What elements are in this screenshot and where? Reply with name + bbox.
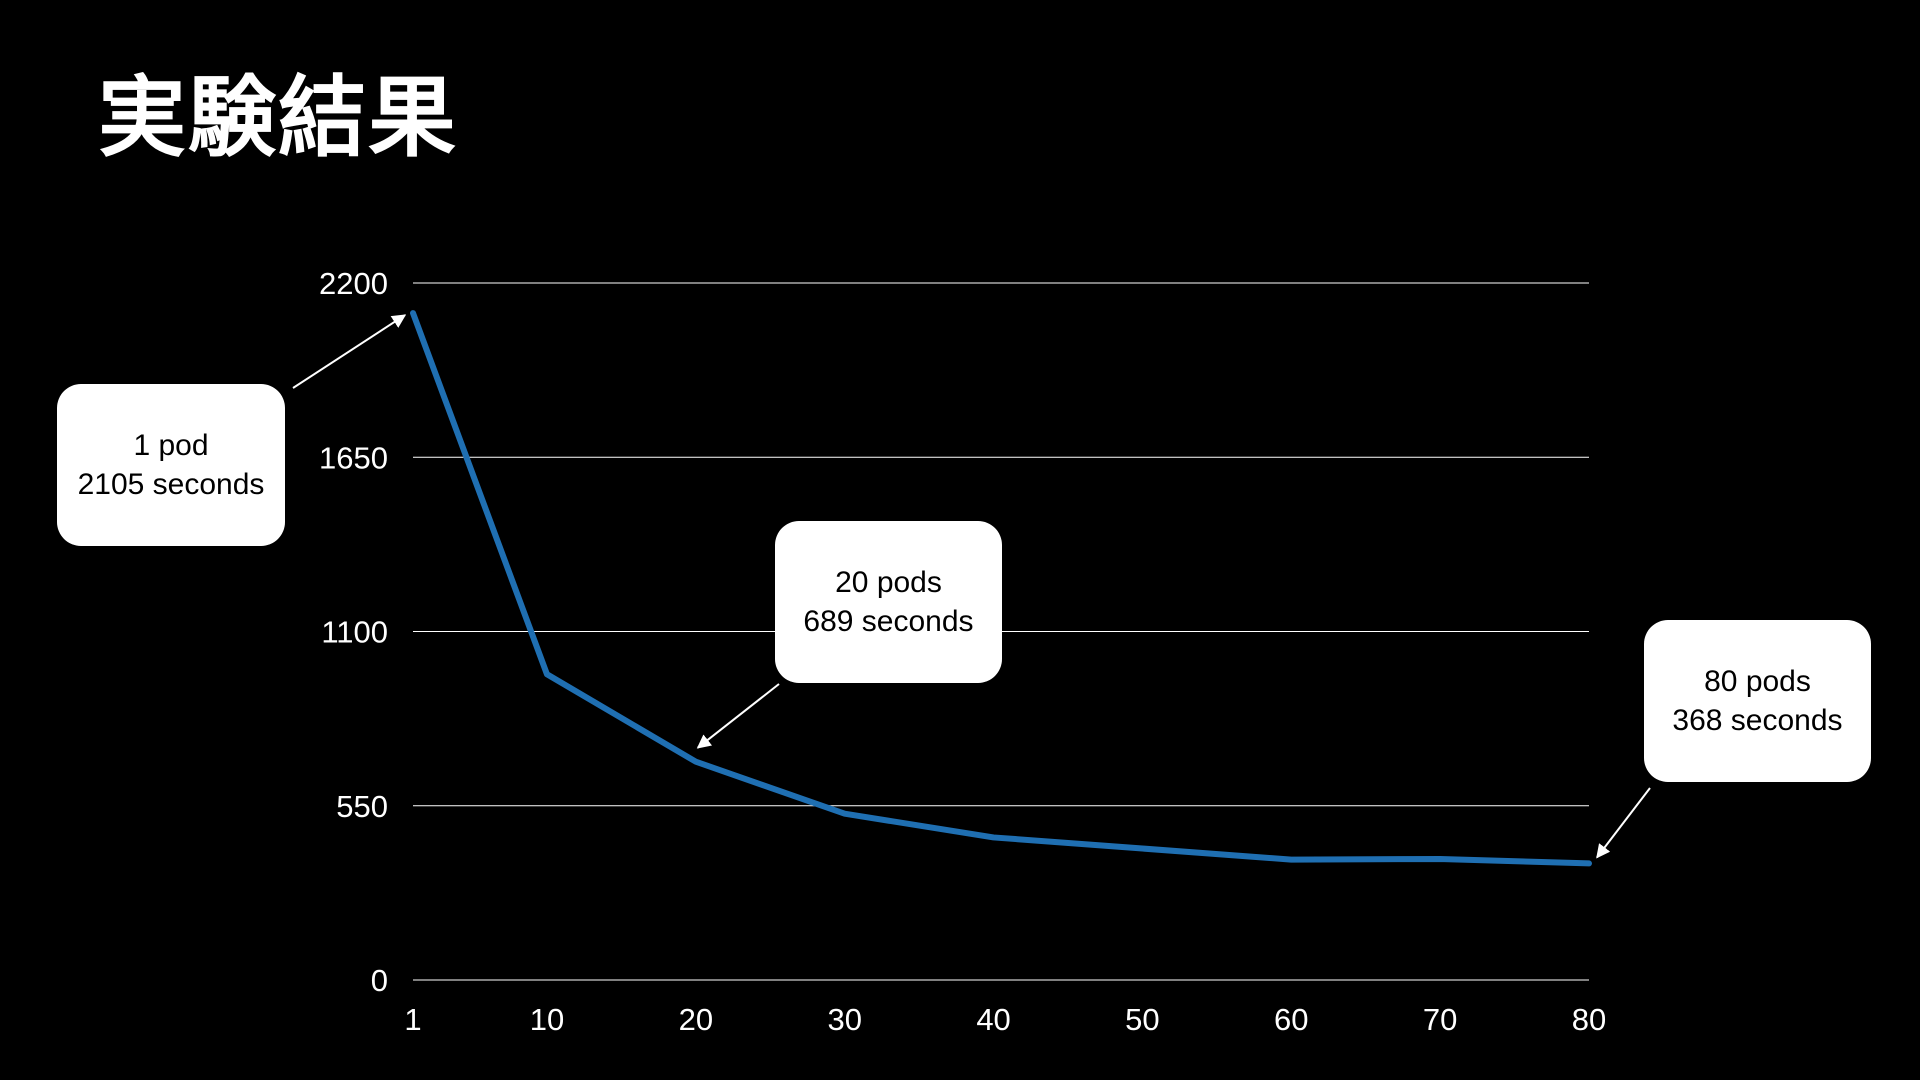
data-point xyxy=(1439,858,1441,860)
y-tick-label: 550 xyxy=(336,789,388,824)
annotation-1-pod: 1 pod 2105 seconds xyxy=(57,384,285,546)
annotation-line1: 20 pods xyxy=(835,566,942,599)
x-tick-label: 50 xyxy=(1125,1002,1159,1037)
x-tick-label: 30 xyxy=(827,1002,861,1037)
data-point xyxy=(695,761,697,763)
x-tick-label: 80 xyxy=(1572,1002,1606,1037)
data-point xyxy=(993,836,995,838)
x-axis: 1 10 20 30 40 50 60 70 80 xyxy=(404,1002,1606,1037)
annotation-arrow xyxy=(1596,787,1651,859)
series xyxy=(410,310,1592,867)
y-tick-label: 1650 xyxy=(319,440,388,475)
y-axis: 0 550 1100 1650 2200 xyxy=(319,266,388,998)
annotation-80-pods: 80 pods 368 seconds xyxy=(1644,620,1871,782)
annotation-20-pods: 20 pods 689 seconds xyxy=(775,521,1002,683)
x-tick-label: 20 xyxy=(679,1002,713,1037)
y-tick-label: 1100 xyxy=(321,615,388,650)
data-point xyxy=(1588,862,1590,864)
annotation-arrow xyxy=(696,683,780,749)
x-tick-label: 10 xyxy=(530,1002,564,1037)
annotation-line2: 368 seconds xyxy=(1672,704,1843,737)
x-tick-label: 60 xyxy=(1274,1002,1308,1037)
annotation-line1: 80 pods xyxy=(1704,665,1811,698)
annotation-arrows xyxy=(292,314,1651,859)
data-point xyxy=(546,673,548,675)
x-tick-label: 70 xyxy=(1423,1002,1457,1037)
x-tick-label: 40 xyxy=(976,1002,1010,1037)
annotation-line2: 689 seconds xyxy=(803,605,974,638)
annotation-line2: 2105 seconds xyxy=(77,468,265,501)
annotation-line1: 1 pod xyxy=(133,429,209,462)
y-tick-label: 0 xyxy=(371,963,388,998)
annotation-arrow xyxy=(292,314,407,389)
y-tick-label: 2200 xyxy=(319,266,388,301)
slide-title: 実験結果 xyxy=(98,66,459,169)
data-point xyxy=(1141,848,1143,850)
data-point xyxy=(844,813,846,815)
x-tick-label: 1 xyxy=(404,1002,421,1037)
data-point xyxy=(1290,859,1292,861)
data-point xyxy=(412,312,414,314)
